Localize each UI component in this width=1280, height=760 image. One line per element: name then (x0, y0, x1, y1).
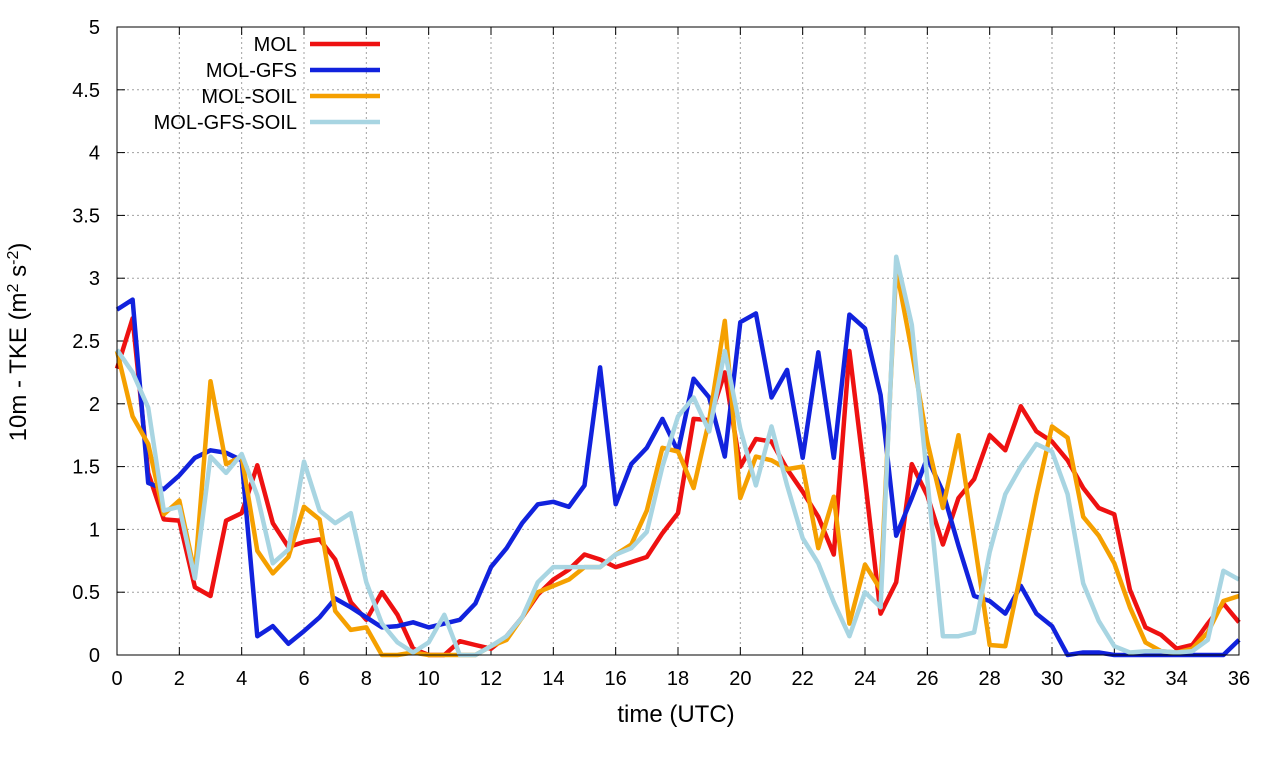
y-tick-label: 2 (89, 394, 100, 416)
x-tick-label: 2 (174, 668, 185, 690)
x-tick-label: 28 (979, 668, 1001, 690)
x-tick-label: 0 (111, 668, 122, 690)
y-tick-label: 0.5 (72, 582, 100, 604)
x-tick-label: 18 (667, 668, 689, 690)
y-axis-label-end: ) (5, 243, 32, 251)
legend-label-mol-soil: MOL-SOIL (201, 86, 297, 108)
legend-label-mol: MOL (254, 34, 297, 56)
legend-label-mol-gfs-soil: MOL-GFS-SOIL (154, 112, 297, 134)
x-tick-label: 22 (792, 668, 814, 690)
plot-frame (116, 26, 1240, 656)
x-tick-label: 24 (854, 668, 876, 690)
y-axis-label-mid: s (5, 265, 32, 284)
x-tick-label: 10 (418, 668, 440, 690)
y-tick-label: 1.5 (72, 457, 100, 479)
y-tick-label: 2.5 (72, 331, 100, 353)
y-tick-label: 3.5 (72, 205, 100, 227)
x-tick-label: 20 (729, 668, 751, 690)
series-line-mol (114, 316, 1241, 658)
y-axis-label-sup2: -2 (5, 251, 22, 265)
y-tick-label: 0 (89, 645, 100, 667)
legend-label-mol-gfs: MOL-GFS (206, 60, 297, 82)
x-tick-label: 32 (1103, 668, 1125, 690)
y-axis-label-base: 10m - TKE (m (5, 292, 32, 441)
x-tick-label: 34 (1166, 668, 1188, 690)
y-tick-label: 1 (89, 519, 100, 541)
y-axis-label-sup1: 2 (5, 283, 22, 292)
series-lines (114, 254, 1241, 658)
y-tick-labels: 0 0.5 1 1.5 2 2.5 3 3.5 4 4.5 5 (72, 17, 100, 667)
y-tick-label: 4.5 (72, 80, 100, 102)
x-tick-label: 16 (605, 668, 627, 690)
x-tick-label: 12 (480, 668, 502, 690)
legend: MOL MOL-GFS MOL-SOIL MOL-GFS-SOIL (154, 34, 380, 134)
y-tick-label: 3 (89, 268, 100, 290)
x-axis-label: time (UTC) (617, 701, 734, 728)
x-tick-label: 6 (298, 668, 309, 690)
x-tick-labels: 0 2 4 6 8 10 12 14 16 18 20 22 24 26 28 30 32 34 36 (111, 668, 1250, 690)
y-axis-label: 10m - TKE (m2 s-2) (5, 243, 33, 442)
y-tick-label: 5 (89, 17, 100, 39)
x-tick-label: 8 (361, 668, 372, 690)
series-line-mol-soil (114, 265, 1240, 658)
x-tick-label: 36 (1228, 668, 1250, 690)
series-line-mol-gfs-soil (115, 254, 1241, 658)
x-tick-label: 4 (236, 668, 247, 690)
x-tick-label: 30 (1041, 668, 1063, 690)
x-tick-label: 26 (916, 668, 938, 690)
y-tick-label: 4 (89, 143, 100, 165)
x-tick-label: 14 (542, 668, 564, 690)
